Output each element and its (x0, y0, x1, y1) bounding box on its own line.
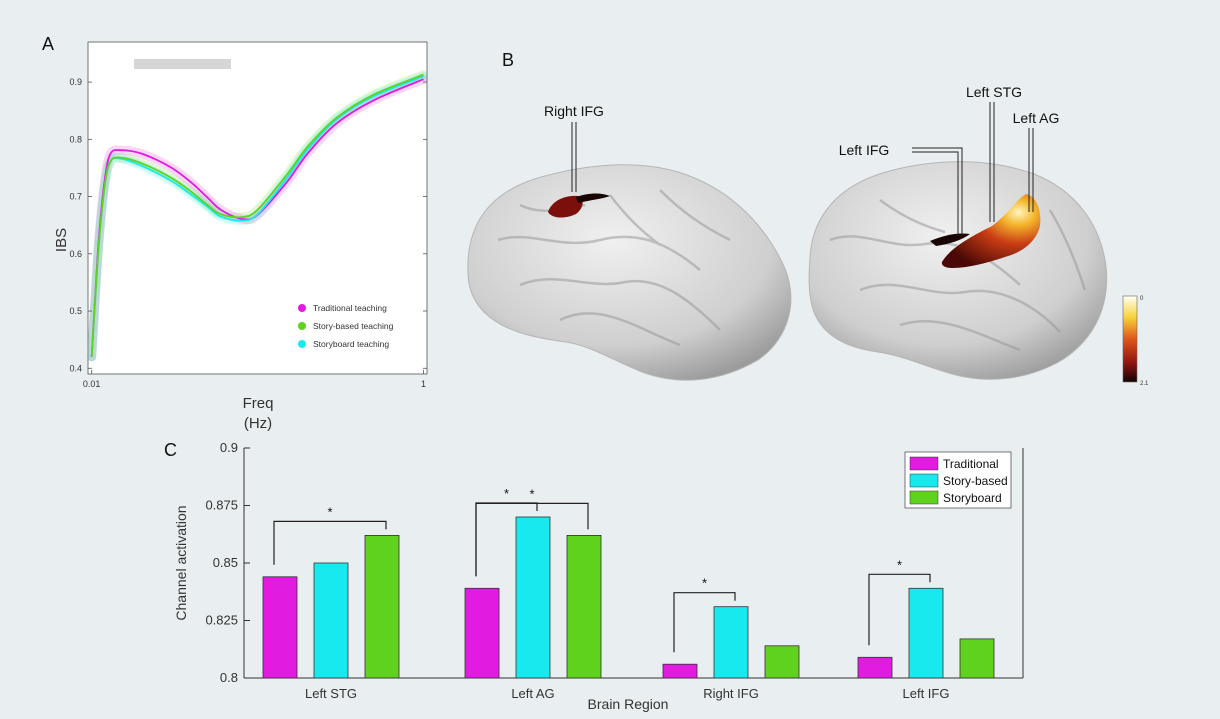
y-tick-label-a: 0.7 (69, 192, 82, 202)
significance-bracket (475, 502, 538, 577)
legend-c-label-traditional: Traditional (943, 457, 999, 471)
significance-bracket (868, 573, 931, 646)
legend-a-label-storyboard: Storyboard teaching (313, 339, 389, 349)
legend-c-swatch-traditional (909, 456, 939, 471)
xunit-a: (Hz) (244, 415, 272, 432)
x-tick-label-a: 0.01 (83, 379, 101, 389)
bar-left-ifg-storyboard (959, 638, 995, 679)
colorbar (1122, 295, 1138, 383)
ylabel-a: IBS (53, 228, 70, 252)
y-tick-label-c: 0.8 (220, 670, 238, 685)
y-tick-label-c: 0.85 (213, 555, 238, 570)
legend-c-frame (904, 451, 1012, 509)
y-tick-label-a: 0.9 (69, 77, 82, 87)
left-hemisphere-sulci (829, 198, 1087, 352)
right-ifg-leader-line (571, 122, 577, 192)
category-label: Left IFG (903, 686, 950, 701)
significance-gray-bar (134, 59, 231, 69)
significance-star: * (327, 504, 332, 519)
left-hemisphere-activation (941, 194, 1041, 268)
bar-right-ifg-story-based (713, 606, 749, 679)
right-ifg-activation-tail (576, 193, 610, 203)
legend-a-label-story-based: Story-based teaching (313, 321, 394, 331)
legend-a-label-traditional: Traditional teaching (313, 303, 387, 313)
legend-a-swatch-traditional (298, 304, 306, 312)
label-left-ifg: Left IFG (839, 142, 890, 158)
significance-bracket (273, 520, 387, 565)
legend-a-swatch-story-based (298, 322, 306, 330)
right-hemisphere-sulci (497, 189, 731, 347)
label-left-ag: Left AG (1013, 110, 1060, 126)
y-tick-label-a: 0.8 (69, 134, 82, 144)
right-hemisphere-surface (467, 164, 792, 381)
label-right-ifg: Right IFG (544, 103, 604, 119)
bar-left-ag-traditional (464, 587, 500, 679)
category-label: Left STG (305, 686, 357, 701)
colorbar-top-label: 0 (1140, 296, 1144, 302)
legend-c-swatch-story-based (909, 473, 939, 488)
panel-b-letter: B (502, 50, 515, 70)
left-ifg-activation-tail (930, 233, 970, 246)
y-tick-label-c: 0.9 (220, 440, 238, 455)
left-hemisphere: Left STG Left AG Left IFG (808, 84, 1108, 380)
bar-right-ifg-storyboard (764, 645, 800, 679)
y-tick-label-a: 0.6 (69, 249, 82, 259)
x-tick-label-a: 1 (421, 379, 426, 389)
category-label: Right IFG (703, 686, 759, 701)
xlabel-a: Freq (243, 395, 274, 412)
xlabel-c: Brain Region (588, 696, 669, 712)
right-ifg-activation (548, 195, 583, 218)
ylabel-c: Channel activation (173, 505, 189, 620)
bar-left-ag-story-based (515, 516, 551, 679)
significance-star: * (897, 557, 902, 572)
legend-c-swatch-storyboard (909, 490, 939, 505)
significance-bracket (475, 502, 589, 577)
category-label: Left AG (511, 686, 554, 701)
bar-left-stg-traditional (262, 576, 298, 679)
series-line-story-based-teaching (90, 73, 424, 357)
label-left-stg: Left STG (966, 84, 1022, 100)
y-tick-label-a: 0.5 (69, 306, 82, 316)
ibs-line-chart: 0.4 0.5 0.6 0.7 0.8 0.9 0.01 1 IBS Freq (Hz) T… (53, 41, 428, 432)
bar-left-ag-storyboard (566, 535, 602, 679)
significance-bracket (673, 592, 736, 653)
significance-star: * (702, 576, 707, 591)
right-hemisphere: Right IFG (467, 103, 792, 381)
legend-a: Traditional teaching Story-based teachin… (298, 303, 394, 349)
left-stg-leader-line (989, 102, 995, 222)
left-hemisphere-surface (808, 161, 1108, 380)
legend-c-label-story-based: Story-based (943, 474, 1008, 488)
series-line-traditional-teaching (90, 78, 424, 357)
legend-a-swatch-storyboard (298, 340, 306, 348)
legend-c: Traditional Story-based Storyboard (904, 451, 1012, 509)
y-tick-label-c: 0.825 (205, 613, 238, 628)
panel-a-letter: A (42, 34, 55, 54)
bar-right-ifg-traditional (662, 663, 698, 679)
left-ifg-leader-line (912, 147, 963, 236)
colorbar-bottom-label: 2.1 (1140, 381, 1149, 387)
y-tick-label-c: 0.875 (205, 498, 238, 513)
bar-left-stg-storyboard (364, 535, 400, 679)
legend-c-label-storyboard: Storyboard (943, 491, 1002, 505)
bar-left-stg-story-based (313, 562, 349, 679)
panel-c-letter: C (164, 440, 177, 460)
significance-star: * (504, 486, 509, 501)
left-ag-leader-line (1028, 128, 1034, 212)
bar-left-ifg-traditional (857, 656, 893, 679)
bar-left-ifg-story-based (908, 587, 944, 679)
significance-star: * (529, 486, 534, 501)
y-tick-label-a: 0.4 (69, 363, 82, 373)
